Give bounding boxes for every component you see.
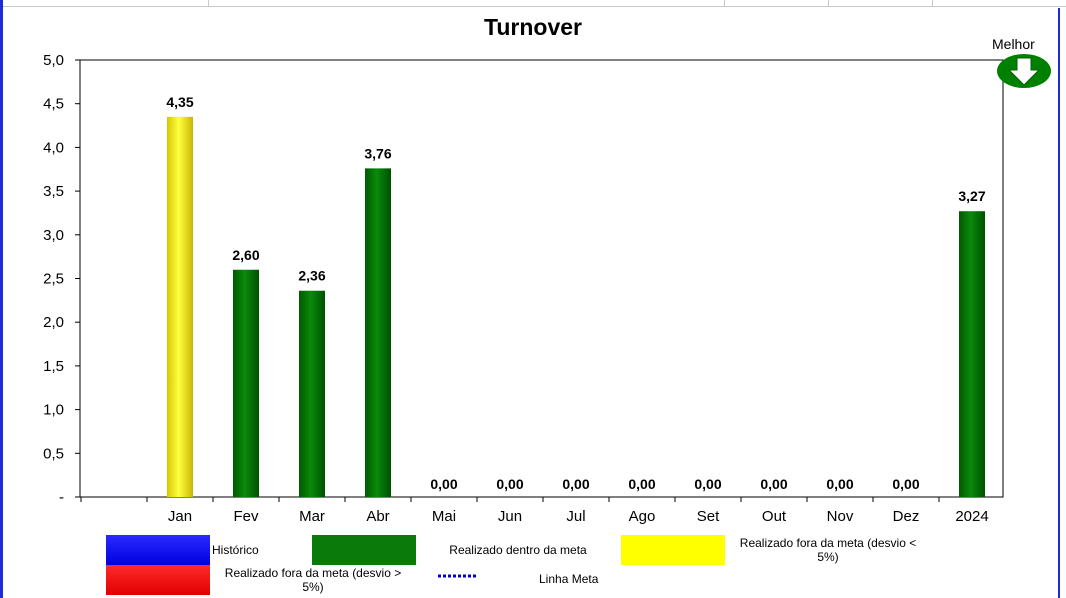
data-label: 0,00: [562, 476, 589, 492]
x-tick-label: Jul: [566, 508, 585, 525]
legend-swatch-historico: [106, 535, 210, 565]
data-label: 0,00: [496, 476, 523, 492]
bar: [299, 290, 325, 497]
y-tick-label: -: [59, 489, 64, 506]
chart-frame-right: [1058, 8, 1060, 598]
x-tick-label: Mar: [299, 508, 325, 525]
data-label: 0,00: [826, 476, 853, 492]
bar: [233, 269, 259, 497]
x-tick-label: Mai: [432, 508, 456, 525]
y-tick-label: 2,5: [43, 271, 64, 288]
chart-frame-left: [0, 0, 3, 598]
bar: [959, 211, 985, 497]
x-tick-label: Dez: [893, 508, 920, 525]
data-label: 2,36: [298, 268, 325, 284]
x-tick-label: Jan: [168, 508, 192, 525]
plot-area: [79, 59, 1004, 498]
x-tick-label: 2024: [955, 508, 988, 525]
data-label: 3,27: [958, 188, 985, 204]
x-tick-label: Out: [762, 508, 787, 525]
legend-label-linha-meta: Linha Meta: [539, 572, 599, 586]
legend-label-dentro-meta: Realizado dentro da meta: [449, 543, 587, 557]
arrow-down-icon: [997, 54, 1051, 88]
data-label: 4,35: [166, 94, 193, 110]
legend-swatch-fora-meta-maior: [106, 565, 210, 595]
x-tick-label: Fev: [233, 508, 259, 525]
y-tick-label: 2,0: [43, 314, 64, 331]
legend-label-fora-meta-maior: Realizado fora da meta (desvio > 5%): [224, 566, 402, 594]
legend-swatch-fora-meta-menor: [621, 535, 725, 565]
y-tick-label: 4,0: [43, 139, 64, 156]
y-tick-label: 1,0: [43, 402, 64, 419]
data-label: 0,00: [430, 476, 457, 492]
y-tick-label: 0,5: [43, 445, 64, 462]
legend-swatch-linha-meta: [438, 574, 477, 578]
y-tick-label: 3,0: [43, 227, 64, 244]
data-label: 3,76: [364, 145, 391, 161]
data-label: 2,60: [232, 247, 259, 263]
x-tick-label: Abr: [366, 508, 389, 525]
y-tick-label: 3,5: [43, 183, 64, 200]
data-label: 0,00: [694, 476, 721, 492]
sheet-gridlines: [0, 0, 1066, 7]
data-label: 0,00: [892, 476, 919, 492]
x-tick-label: Nov: [827, 508, 854, 525]
y-tick-label: 5,0: [43, 52, 64, 69]
bar: [365, 168, 391, 497]
chart-title: Turnover: [484, 14, 582, 40]
x-tick-label: Set: [697, 508, 720, 525]
bar: [167, 116, 193, 497]
x-tick-label: Ago: [629, 508, 656, 525]
y-tick-label: 1,5: [43, 358, 64, 375]
x-tick-label: Jun: [498, 508, 522, 525]
data-label: 0,00: [628, 476, 655, 492]
legend-label-fora-meta-menor: Realizado fora da meta (desvio < 5%): [739, 536, 917, 564]
melhor-label: Melhor: [992, 36, 1035, 52]
legend-swatch-dentro-meta: [312, 535, 416, 565]
y-tick-label: 4,5: [43, 96, 64, 113]
data-label: 0,00: [760, 476, 787, 492]
legend-label-historico: Histórico: [212, 543, 259, 557]
